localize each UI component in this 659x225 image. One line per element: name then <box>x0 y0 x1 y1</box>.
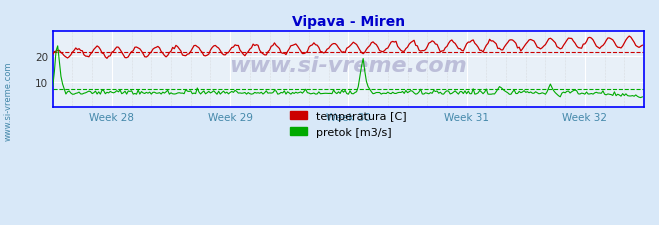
Legend: temperatura [C], pretok [m3/s]: temperatura [C], pretok [m3/s] <box>286 107 411 142</box>
Title: Vipava - Miren: Vipava - Miren <box>292 15 405 29</box>
Text: www.si-vreme.com: www.si-vreme.com <box>229 56 467 76</box>
Text: www.si-vreme.com: www.si-vreme.com <box>3 62 13 141</box>
